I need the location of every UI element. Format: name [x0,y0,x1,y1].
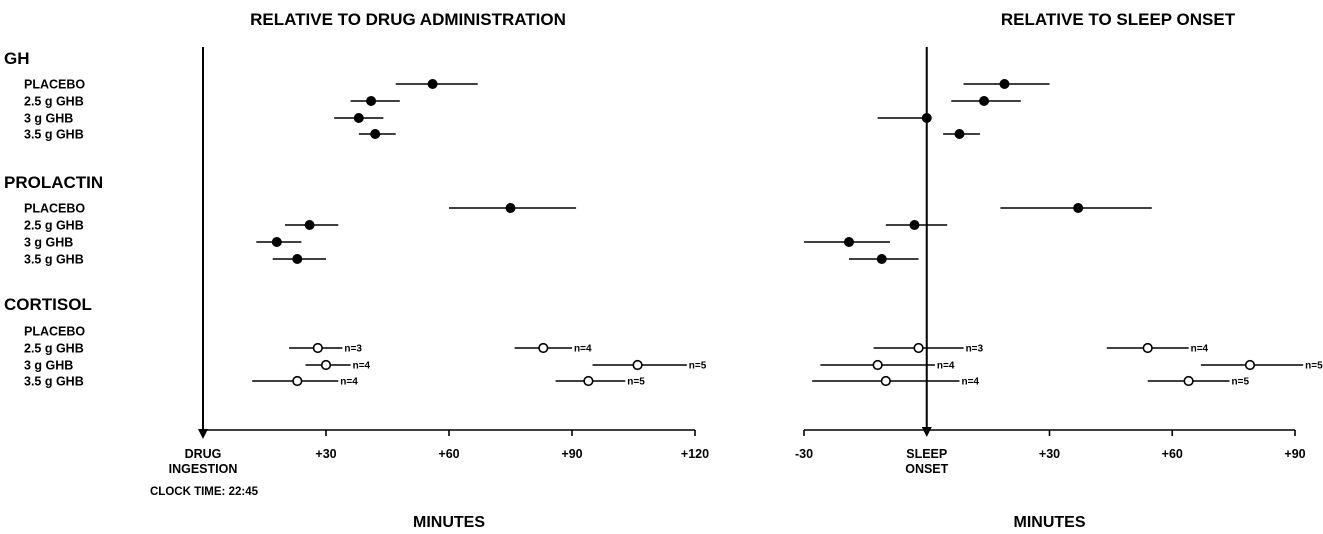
panel-2-cortisol-open-point [1142,342,1153,354]
panel-1-cortisol-open-point [583,375,594,387]
panel-2-cortisol-n-label: n=4 [961,377,979,388]
panel-1-cortisol-n-label: n=5 [627,377,645,388]
panel-1-tick-label: +120 [681,447,709,461]
panel-2-cortisol-n-label: n=3 [966,344,984,355]
panel-1-cortisol-n-label: n=4 [574,344,592,355]
row-label: PLACEBO [24,202,85,216]
row-label: 2.5 g GHB [24,342,84,356]
panel-2-title: RELATIVE TO SLEEP ONSET [1001,10,1236,29]
panel-1-gh-point [370,129,381,139]
panel-2-cortisol-open-point [872,359,883,371]
row-label: 3.5 g GHB [24,375,84,389]
panel-2-gh-point [921,113,932,123]
panel-2-cortisol-open-point [913,342,924,354]
panel-2-cortisol-n-label: n=5 [1232,377,1250,388]
panel-2-cortisol-open-point [1183,375,1194,387]
panel-2-prolactin-point [909,220,920,230]
panel-2-prolactin-point [844,237,855,247]
row-label: PLACEBO [24,325,85,339]
row-label: PLACEBO [24,78,85,92]
panel-1-cortisol-open-point [538,342,549,354]
panel-2-tick-label: -30 [795,447,813,461]
row-label: 2.5 g GHB [24,95,84,109]
panel-1-tick-label: +30 [315,447,336,461]
panel-2-gh-point [979,96,990,106]
row-label: 3 g GHB [24,359,73,373]
panel-2-tick-label: +30 [1039,447,1060,461]
panel-1-cortisol-open-point [632,359,643,371]
panel-1-x-axis-label: MINUTES [413,514,485,531]
panel-2-prolactin-point [876,254,887,264]
panel-2-tick-label: +90 [1284,447,1305,461]
panel-1-gh-point [427,79,438,89]
panel-1-prolactin-point [304,220,315,230]
panel-2-tick-label: ONSET [905,462,948,476]
panel-1-prolactin-point [505,203,516,213]
section-label-prolactin: PROLACTIN [4,173,103,192]
section-label-gh: GH [4,49,30,68]
panel-1-note: CLOCK TIME: 22:45 [150,486,259,498]
panel-1-prolactin-point [292,254,303,264]
row-label: 3 g GHB [24,236,73,250]
panel-1-title: RELATIVE TO DRUG ADMINISTRATION [250,10,566,29]
panel-1-cortisol-n-label: n=5 [689,361,707,372]
section-label-cortisol: CORTISOL [4,295,92,314]
panel-1-tick-label: +60 [438,447,459,461]
panel-1-gh-point [366,96,377,106]
panel-1-tick-label: DRUG [185,447,222,461]
panel-2-prolactin-point [1073,203,1084,213]
panel-1-cortisol-n-label: n=4 [340,377,358,388]
panel-2-arrow-marker [921,427,932,437]
panel-2-tick-label: +60 [1162,447,1183,461]
panel-1-prolactin-point [271,237,282,247]
panel-1-tick-label: INGESTION [169,462,238,476]
row-label: 2.5 g GHB [24,219,84,233]
panel-1-cortisol-open-point [292,375,303,387]
panel-2-cortisol-open-point [880,375,891,387]
panel-2-cortisol-n-label: n=4 [1191,344,1209,355]
row-label: 3.5 g GHB [24,128,84,142]
panel-2-cortisol-n-label: n=5 [1305,361,1323,372]
panel-1-cortisol-n-label: n=3 [344,344,362,355]
panel-1-arrow-marker [198,429,208,439]
panel-2-gh-point [954,129,965,139]
panel-2-gh-point [999,79,1010,89]
panel-2-x-axis-label: MINUTES [1014,514,1086,531]
panel-1-cortisol-n-label: n=4 [353,361,371,372]
panel-2-tick-label: SLEEP [906,447,947,461]
panel-2-cortisol-n-label: n=4 [937,361,955,372]
row-label: 3.5 g GHB [24,253,84,267]
panel-1-tick-label: +90 [561,447,582,461]
row-label: 3 g GHB [24,112,73,126]
panel-1-cortisol-open-point [312,342,323,354]
panel-1-cortisol-open-point [320,359,332,371]
panel-2-cortisol-open-point [1244,359,1256,371]
panel-1-gh-point [353,113,364,123]
